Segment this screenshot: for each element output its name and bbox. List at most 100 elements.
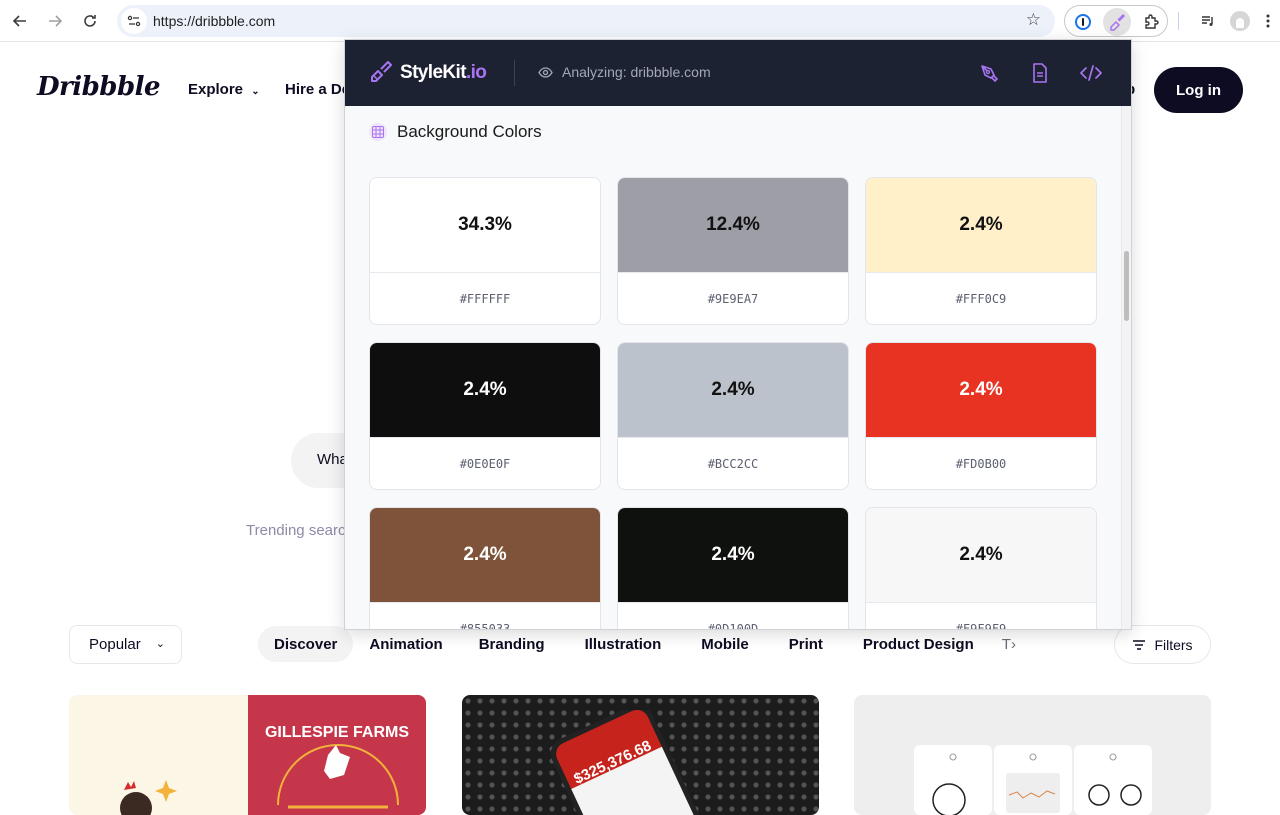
login-button[interactable]: Log in <box>1154 67 1243 113</box>
shot-thumbnail[interactable]: GILLESPIE FARMS <box>69 695 426 815</box>
swatch-color: 2.4% <box>866 508 1096 603</box>
browser-toolbar: https://dribbble.com ☆ <box>0 0 1280 42</box>
color-swatch[interactable]: 2.4% #BCC2CC <box>617 342 849 490</box>
media-controls-button[interactable] <box>1196 9 1220 33</box>
back-arrow-icon <box>12 15 26 27</box>
tune-icon <box>127 15 141 27</box>
toolbar-divider <box>1178 12 1179 30</box>
tab-animation[interactable]: Animation <box>369 635 443 653</box>
browser-menu-button[interactable] <box>1260 9 1276 33</box>
tab-mobile[interactable]: Mobile <box>701 635 749 653</box>
swatch-hex[interactable]: #855033 <box>459 622 511 630</box>
header-divider <box>514 60 515 86</box>
tab-more[interactable]: T› <box>994 636 1016 653</box>
1password-icon <box>1075 14 1091 30</box>
more-vert-icon <box>1266 14 1270 28</box>
profile-button[interactable] <box>1228 9 1252 33</box>
chevron-down-icon: ⌄ <box>251 86 260 97</box>
site-info-button[interactable] <box>121 8 147 34</box>
color-swatch-grid: 34.3% #FFFFFF 12.4% #9E9EA7 2.4% #FFF0C9 2.… <box>369 177 1098 630</box>
forward-arrow-icon <box>49 15 63 27</box>
svg-text:GILLESPIE FARMS: GILLESPIE FARMS <box>265 724 409 741</box>
section-title: Background Colors <box>397 122 542 141</box>
stylekit-popup: StyleKit.io Analyzing: dribbble.com Back… <box>344 39 1132 630</box>
swatch-hex[interactable]: #BCC2CC <box>707 457 759 471</box>
swatch-color: 2.4% <box>866 178 1096 273</box>
nav-hire-designer[interactable]: Hire a De <box>285 81 351 98</box>
filters-button[interactable]: Filters <box>1114 625 1211 664</box>
scrollbar-thumb[interactable] <box>1124 251 1129 321</box>
color-swatch[interactable]: 2.4% #0D100D <box>617 507 849 630</box>
media-queue-icon <box>1202 16 1213 26</box>
back-button[interactable] <box>8 9 32 33</box>
address-bar[interactable]: https://dribbble.com ☆ <box>117 5 1055 37</box>
tab-print[interactable]: Print <box>788 635 823 653</box>
color-swatch[interactable]: 34.3% #FFFFFF <box>369 177 601 325</box>
shot-thumbnail[interactable] <box>854 695 1211 815</box>
phone-mockup-illustration: $325,376.68 <box>550 710 702 815</box>
swatch-hex[interactable]: #0E0E0F <box>459 457 511 471</box>
chevron-right-icon: › <box>1010 635 1016 653</box>
swatch-color: 2.4% <box>618 343 848 438</box>
pen-tool-button[interactable] <box>977 61 1001 85</box>
tab-illustration[interactable]: Illustration <box>584 635 662 653</box>
color-swatch[interactable]: 2.4% #FFF0C9 <box>865 177 1097 325</box>
tab-discover[interactable]: Discover <box>258 626 354 662</box>
dribbble-logo[interactable]: Dribbble <box>37 72 161 102</box>
swatch-color: 12.4% <box>618 178 848 273</box>
color-swatch[interactable]: 2.4% #F9F9F9 <box>865 507 1097 630</box>
profile-avatar-icon <box>1230 11 1250 31</box>
extensions-button[interactable] <box>1137 8 1165 36</box>
bookmark-star-icon[interactable]: ☆ <box>1025 10 1041 29</box>
swatch-hex[interactable]: #F9F9F9 <box>955 622 1007 630</box>
section-heading: Background Colors <box>369 122 542 142</box>
swatch-hex[interactable]: #0D100D <box>707 622 759 630</box>
color-swatch[interactable]: 2.4% #FD0B00 <box>865 342 1097 490</box>
swatch-hex[interactable]: #9E9EA7 <box>707 292 759 306</box>
document-icon <box>1033 63 1047 83</box>
sort-value: Popular <box>89 636 141 653</box>
nav-explore[interactable]: Explore ⌄ <box>188 81 260 98</box>
tab-branding[interactable]: Branding <box>478 635 545 653</box>
color-swatch[interactable]: 2.4% #0E0E0F <box>369 342 601 490</box>
gillespie-farms-logo: GILLESPIE FARMS <box>248 695 426 815</box>
reload-icon <box>84 15 96 27</box>
color-swatch[interactable]: 2.4% #855033 <box>369 507 601 630</box>
swatch-color: 2.4% <box>370 508 600 603</box>
brand-main: StyleKit <box>400 62 467 83</box>
document-button[interactable] <box>1028 61 1052 85</box>
color-swatch[interactable]: 12.4% #9E9EA7 <box>617 177 849 325</box>
swatch-color: 2.4% <box>618 508 848 603</box>
stylekit-brand: StyleKit.io <box>400 62 487 84</box>
1password-extension-button[interactable] <box>1069 8 1097 36</box>
url-text[interactable]: https://dribbble.com <box>153 13 276 29</box>
paintbrush-icon <box>371 61 392 82</box>
pen-tool-icon <box>981 65 999 83</box>
reload-button[interactable] <box>78 9 102 33</box>
swatch-hex[interactable]: #FD0B00 <box>955 457 1007 471</box>
swatch-hex[interactable]: #FFF0C9 <box>955 292 1007 306</box>
tab-more-label: T <box>1001 635 1011 653</box>
category-tabs: Discover Animation Branding Illustration… <box>258 626 1016 662</box>
swatch-color: 2.4% <box>370 343 600 438</box>
farm-badge-icon: GILLESPIE FARMS <box>265 724 409 809</box>
grid-icon <box>369 123 387 141</box>
tab-product-design[interactable]: Product Design <box>862 635 974 653</box>
chevron-down-icon: ⌄ <box>155 638 165 650</box>
analyzing-text: Analyzing: dribbble.com <box>562 64 711 80</box>
nav-explore-label: Explore <box>188 81 244 98</box>
forward-button[interactable] <box>43 9 67 33</box>
brand-suffix: .io <box>465 62 487 83</box>
swatch-hex[interactable]: #FFFFFF <box>459 292 511 306</box>
search-placeholder: Wha <box>317 451 348 468</box>
swatch-color: 34.3% <box>370 178 600 273</box>
stylekit-extension-button[interactable] <box>1103 8 1131 36</box>
sort-dropdown[interactable]: Popular ⌄ <box>69 625 182 664</box>
audio-plugin-illustration <box>914 745 1152 815</box>
shot-thumbnail[interactable]: $325,376.68 <box>462 695 819 815</box>
stylekit-header: StyleKit.io Analyzing: dribbble.com <box>345 40 1131 106</box>
panel-scrollbar[interactable] <box>1121 106 1131 629</box>
swatch-color: 2.4% <box>866 343 1096 438</box>
eye-icon <box>538 66 553 78</box>
code-button[interactable] <box>1079 61 1103 85</box>
